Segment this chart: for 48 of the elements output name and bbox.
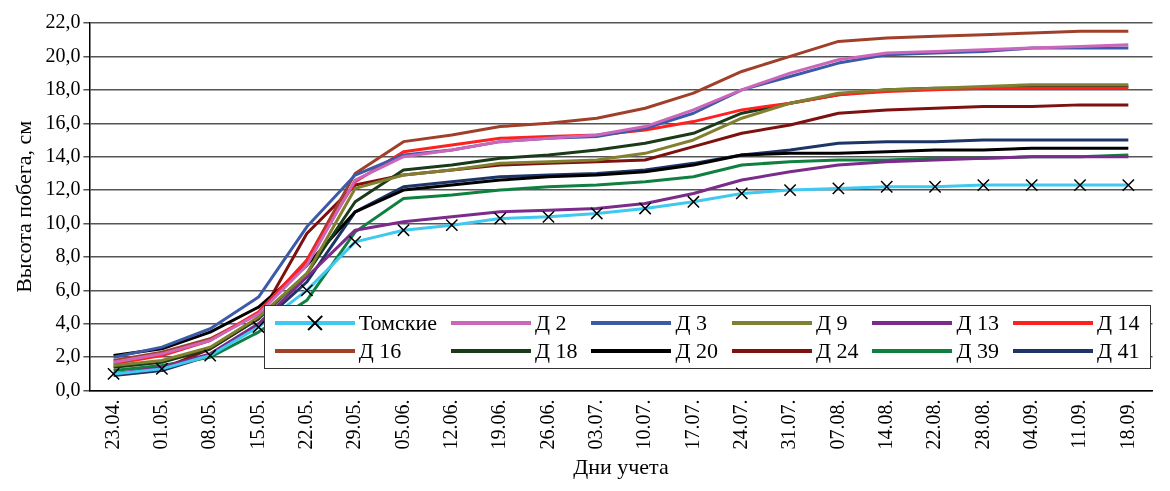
y-tick-label: 20,0 (45, 43, 81, 66)
y-tick-label: 2,0 (55, 344, 81, 367)
x-tick-label: 26.06. (535, 399, 558, 450)
legend-label: Томские (358, 309, 437, 336)
x-tick-label: 24.07. (729, 399, 752, 450)
y-tick-label: 4,0 (55, 311, 81, 334)
x-tick-label: 19.06. (487, 399, 510, 450)
x-tick-label: 22.08. (922, 399, 945, 450)
legend-label: Д 14 (1096, 309, 1140, 336)
x-tick-label: 17.07. (680, 399, 703, 450)
y-tick-label: 8,0 (55, 244, 81, 267)
x-tick-label: 29.05. (342, 399, 365, 450)
y-tick-label: 6,0 (55, 277, 81, 300)
legend-label: Д 13 (956, 309, 999, 336)
x-tick-label: 31.07. (777, 399, 800, 450)
x-axis-title: Дни учета (573, 453, 669, 479)
x-tick-label: 14.08. (873, 399, 896, 450)
y-tick-label: 16,0 (45, 110, 81, 133)
x-tick-label: 08.05. (197, 399, 220, 450)
x-tick-label: 28.08. (970, 399, 993, 450)
x-tick-label: 23.04. (100, 399, 123, 450)
legend-label: Д 41 (1096, 337, 1140, 364)
legend-label: Д 3 (675, 309, 707, 336)
x-tick-label: 05.06. (390, 399, 413, 450)
y-tick-label: 18,0 (45, 77, 81, 100)
y-axis-title: Высота побега, см (10, 120, 36, 293)
x-tick-label: 07.08. (825, 399, 848, 450)
y-tick-label: 12,0 (45, 177, 81, 200)
legend-label: Д 24 (815, 337, 859, 364)
legend-label: Д 2 (534, 309, 567, 336)
y-tick-label: 10,0 (45, 210, 81, 233)
legend-label: Д 18 (534, 337, 578, 364)
y-tick-label: 0,0 (55, 377, 81, 400)
legend-label: Д 20 (675, 337, 718, 364)
legend-label: Д 39 (956, 337, 999, 364)
x-tick-label: 04.09. (1018, 399, 1041, 450)
y-tick-label: 14,0 (45, 143, 81, 166)
x-tick-label: 03.07. (584, 399, 607, 450)
x-tick-label: 15.05. (245, 399, 268, 450)
x-tick-label: 01.05. (149, 399, 172, 450)
x-tick-label: 12.06. (439, 399, 462, 450)
x-tick-label: 10.07. (632, 399, 655, 450)
y-tick-label: 22,0 (45, 10, 81, 33)
legend-label: Д 9 (815, 309, 848, 336)
x-tick-label: 18.09. (1115, 399, 1138, 450)
x-tick-label: 22.05. (294, 399, 317, 450)
legend-label: Д 16 (358, 337, 402, 364)
x-tick-label: 11.09. (1067, 399, 1090, 449)
